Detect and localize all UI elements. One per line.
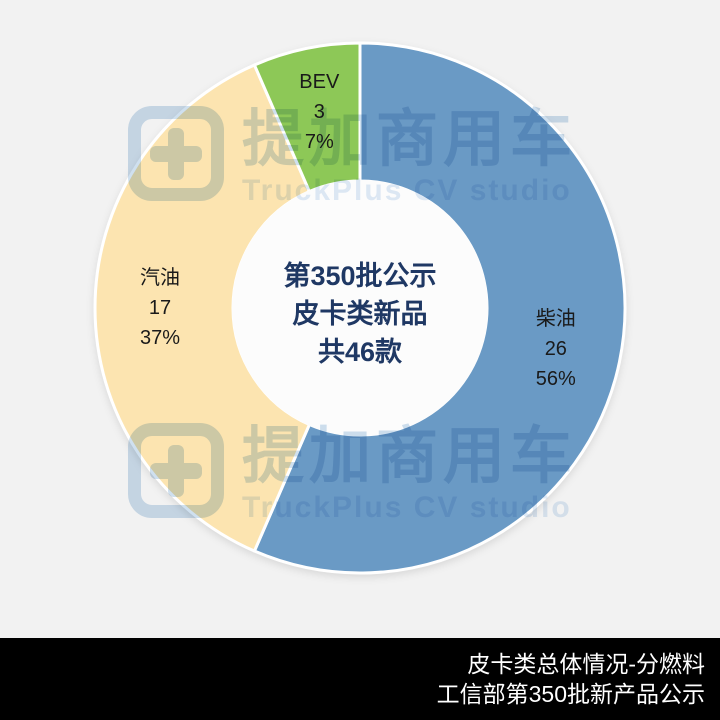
slice-name: BEV bbox=[299, 71, 340, 94]
donut-hole bbox=[232, 180, 488, 436]
center-title-line: 皮卡类新品 bbox=[292, 299, 428, 329]
footer-caption-bar: 皮卡类总体情况-分燃料 工信部第350批新产品公示 bbox=[0, 638, 720, 720]
slice-value: 17 bbox=[148, 297, 172, 319]
center-title-line: 第350批公示 bbox=[283, 261, 437, 291]
slice-label-汽油: 汽油 17 37% bbox=[140, 263, 180, 353]
donut-center-title: 第350批公示 皮卡类新品 共46款 bbox=[283, 257, 436, 371]
slice-name: 汽油 bbox=[140, 267, 180, 289]
slice-percent: 7% bbox=[304, 131, 334, 154]
slice-percent: 37% bbox=[139, 327, 181, 349]
slice-value: 26 bbox=[544, 337, 567, 360]
footer-line-1: 皮卡类总体情况-分燃料 bbox=[467, 651, 705, 677]
footer-line-2: 工信部第350批新产品公示 bbox=[436, 681, 705, 707]
slice-label-BEV: BEV 3 7% bbox=[299, 67, 339, 157]
center-title-line: 共46款 bbox=[317, 337, 403, 367]
slice-percent: 56% bbox=[535, 367, 576, 390]
slice-name: 柴油 bbox=[535, 307, 576, 330]
slice-value: 3 bbox=[313, 101, 325, 124]
slice-label-柴油: 柴油 26 56% bbox=[536, 304, 576, 394]
